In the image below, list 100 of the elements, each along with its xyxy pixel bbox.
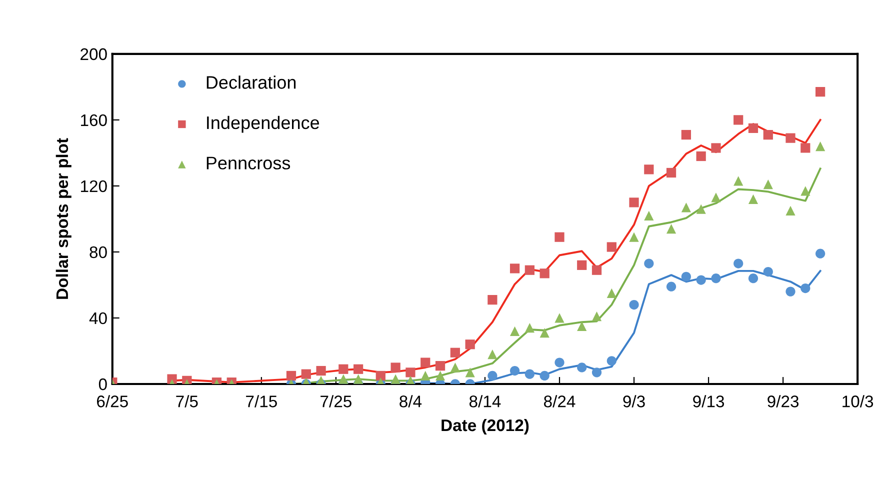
point	[376, 370, 386, 381]
point	[629, 198, 639, 208]
y-tick-label: 160	[81, 114, 107, 126]
point	[577, 362, 587, 372]
point	[488, 370, 498, 381]
point	[696, 275, 706, 285]
point	[800, 143, 810, 153]
point	[711, 192, 721, 202]
y-tick-label: 80	[90, 246, 107, 258]
point	[390, 374, 400, 384]
point	[815, 142, 826, 152]
point	[554, 232, 564, 242]
point	[629, 300, 639, 310]
legend-label: Declaration	[206, 76, 296, 89]
point	[353, 364, 364, 374]
point	[800, 186, 810, 196]
x-tick-label: 10/3	[842, 395, 874, 408]
point	[510, 326, 520, 336]
point	[524, 265, 534, 275]
point	[681, 272, 691, 282]
point	[435, 361, 446, 371]
point	[592, 368, 602, 378]
x-tick-label: 8/14	[469, 395, 501, 408]
x-tick-label: 8/24	[544, 395, 576, 408]
point	[681, 202, 691, 212]
point	[763, 179, 773, 190]
point	[510, 366, 520, 376]
point	[786, 133, 796, 143]
x-tick-label: 7/5	[176, 395, 198, 408]
point	[734, 176, 744, 186]
x-tick-label: 9/13	[693, 395, 724, 408]
point	[406, 376, 416, 384]
point	[711, 143, 721, 153]
point	[406, 368, 416, 378]
y-axis-title: Dollar spots per plot	[56, 138, 72, 299]
point	[748, 194, 758, 204]
x-tick-label: 7/15	[246, 395, 277, 408]
point	[540, 268, 550, 278]
point	[666, 282, 676, 292]
point	[488, 349, 498, 360]
point	[390, 362, 400, 372]
point	[554, 313, 564, 323]
point	[435, 370, 446, 381]
point	[681, 130, 691, 140]
point	[711, 274, 721, 284]
point	[465, 368, 475, 378]
point	[644, 258, 654, 268]
point	[524, 323, 534, 333]
point	[488, 295, 498, 305]
point	[465, 340, 475, 350]
x-tick-label: 8/4	[400, 395, 422, 408]
x-tick-label: 9/23	[768, 395, 799, 408]
point	[734, 115, 744, 125]
point	[420, 358, 430, 368]
y-tick-label: 40	[89, 312, 107, 324]
point	[338, 374, 348, 384]
point	[450, 362, 460, 372]
point	[540, 370, 550, 381]
x-tick-label: 9/3	[623, 395, 645, 408]
point	[577, 321, 587, 332]
point	[786, 206, 796, 216]
x-tick-label: 6/25	[97, 395, 128, 408]
point	[301, 369, 311, 379]
legend-label: Independence	[207, 116, 320, 133]
x-axis-title: Date (2012)	[442, 418, 529, 434]
point	[338, 364, 348, 374]
point	[629, 232, 639, 242]
point	[606, 356, 616, 366]
point	[592, 265, 602, 275]
point	[540, 328, 550, 338]
y-tick-label: 0	[98, 378, 107, 390]
point	[420, 370, 430, 381]
point	[606, 288, 616, 298]
point	[763, 130, 773, 140]
point	[592, 312, 602, 322]
x-tick-label: 7/25	[320, 395, 352, 408]
point	[554, 358, 564, 368]
point	[748, 274, 758, 284]
point	[800, 283, 810, 294]
point	[763, 266, 773, 277]
point	[696, 151, 706, 162]
point	[450, 348, 460, 358]
point	[524, 369, 534, 379]
point	[815, 87, 826, 97]
point	[696, 204, 706, 214]
point	[786, 286, 796, 296]
point	[316, 376, 326, 384]
point	[644, 164, 654, 174]
y-tick-label: 120	[81, 180, 107, 192]
point	[734, 258, 744, 268]
point	[748, 123, 758, 133]
point	[644, 210, 654, 220]
point	[316, 366, 326, 376]
point	[666, 168, 676, 178]
point	[606, 242, 616, 252]
y-tick-label: 200	[80, 48, 107, 60]
point	[353, 374, 364, 384]
point	[577, 260, 587, 270]
point	[286, 370, 296, 381]
point	[666, 224, 676, 234]
